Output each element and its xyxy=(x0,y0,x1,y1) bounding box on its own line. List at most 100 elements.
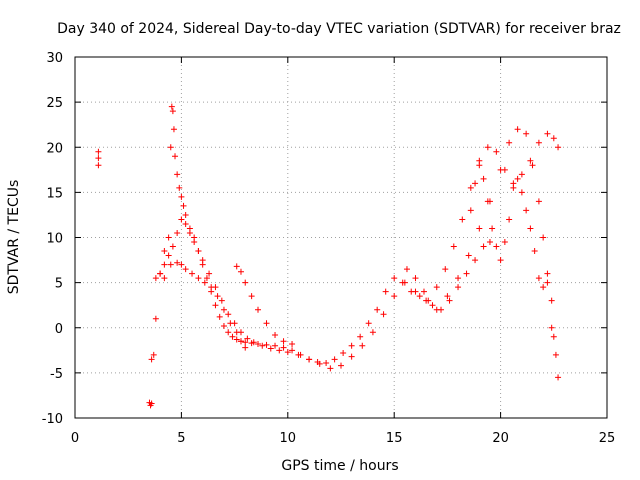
y-tick-label: 20 xyxy=(46,141,63,156)
data-point xyxy=(391,275,398,282)
data-point xyxy=(497,257,504,264)
data-point xyxy=(216,313,223,320)
data-point xyxy=(467,207,474,214)
data-point xyxy=(189,270,196,277)
data-point xyxy=(476,225,483,232)
data-point xyxy=(506,139,513,146)
data-point xyxy=(493,243,500,250)
y-tick-label: -5 xyxy=(50,367,63,382)
y-tick-label: 30 xyxy=(46,51,63,66)
grid-lines xyxy=(75,57,607,418)
x-tick-label: 25 xyxy=(599,431,616,446)
x-axis-title: GPS time / hours xyxy=(281,458,398,474)
data-point xyxy=(535,275,542,282)
data-point xyxy=(527,225,534,232)
data-point xyxy=(182,211,189,218)
data-points xyxy=(95,103,562,409)
data-point xyxy=(280,344,287,351)
data-point xyxy=(148,356,155,363)
data-point xyxy=(548,324,555,331)
y-tick-label: -10 xyxy=(42,412,63,427)
data-point xyxy=(489,225,496,232)
data-point xyxy=(514,175,521,182)
data-point xyxy=(535,198,542,205)
data-point xyxy=(518,189,525,196)
data-point xyxy=(306,356,313,363)
data-point xyxy=(442,266,449,273)
data-point xyxy=(331,356,338,363)
data-point xyxy=(161,261,168,268)
data-point xyxy=(374,306,381,313)
data-point xyxy=(484,198,491,205)
y-tick-label: 25 xyxy=(46,96,63,111)
data-point xyxy=(357,333,364,340)
data-point xyxy=(514,126,521,133)
y-tick-label: 5 xyxy=(55,277,63,292)
data-point xyxy=(467,184,474,191)
data-point xyxy=(289,340,296,347)
data-point xyxy=(195,275,202,282)
data-point xyxy=(472,257,479,264)
x-tick-label: 5 xyxy=(177,431,185,446)
data-point xyxy=(480,175,487,182)
data-point xyxy=(433,284,440,291)
data-point xyxy=(169,243,176,250)
data-point xyxy=(523,130,530,137)
data-point xyxy=(523,207,530,214)
data-point xyxy=(212,302,219,309)
data-point xyxy=(540,234,547,241)
data-point xyxy=(182,266,189,273)
data-point xyxy=(237,338,244,345)
data-point xyxy=(455,284,462,291)
data-point xyxy=(174,259,181,266)
data-point xyxy=(438,306,445,313)
data-point xyxy=(340,350,347,357)
data-point xyxy=(263,341,270,348)
data-point xyxy=(242,339,249,346)
data-point xyxy=(225,311,232,318)
data-point xyxy=(544,130,551,137)
data-point xyxy=(255,306,262,313)
data-point xyxy=(401,279,408,286)
data-point xyxy=(161,248,168,255)
data-point xyxy=(365,320,372,327)
data-point xyxy=(338,362,344,369)
chart-title: Day 340 of 2024, Sidereal Day-to-day VTE… xyxy=(57,21,621,37)
data-point xyxy=(276,347,283,354)
data-point xyxy=(316,360,323,367)
data-point xyxy=(348,342,355,349)
data-point xyxy=(220,306,227,313)
data-point xyxy=(531,248,538,255)
data-point xyxy=(199,257,206,264)
data-point xyxy=(237,268,244,275)
data-point xyxy=(206,270,213,277)
data-point xyxy=(455,275,462,282)
data-point xyxy=(548,297,555,304)
data-point xyxy=(176,184,183,191)
data-point xyxy=(463,270,470,277)
data-point xyxy=(148,400,155,407)
data-point xyxy=(172,153,179,160)
data-point xyxy=(476,162,483,169)
data-point xyxy=(555,374,562,381)
data-point xyxy=(259,342,266,349)
data-point xyxy=(444,293,451,300)
data-point xyxy=(497,166,504,173)
data-point xyxy=(201,279,208,286)
y-tick-label: 0 xyxy=(55,322,63,337)
data-point xyxy=(416,293,423,300)
data-point xyxy=(167,144,174,151)
data-point xyxy=(242,344,249,351)
data-point xyxy=(165,252,172,259)
data-point xyxy=(174,171,181,178)
data-point xyxy=(227,320,234,327)
data-point xyxy=(493,148,500,155)
data-point xyxy=(544,270,551,277)
data-point xyxy=(178,193,185,200)
data-point xyxy=(233,329,240,336)
data-point xyxy=(472,180,479,187)
data-point xyxy=(289,347,296,354)
data-point xyxy=(220,322,227,329)
data-point xyxy=(250,339,257,346)
y-tick-label: 10 xyxy=(46,232,63,247)
